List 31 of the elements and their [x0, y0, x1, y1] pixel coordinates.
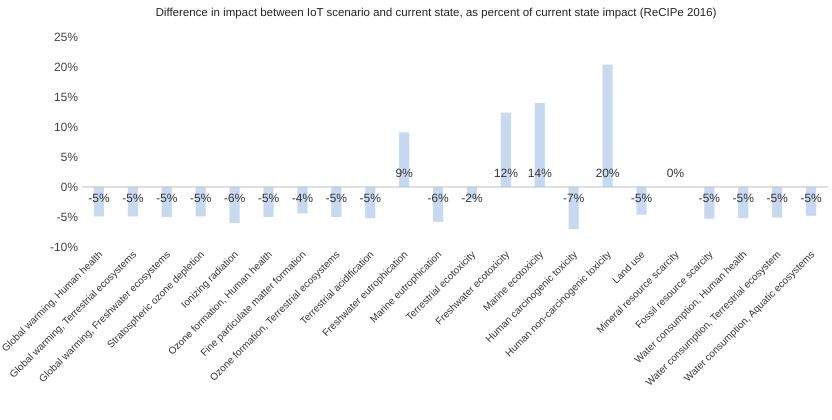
data-label: 14%: [528, 166, 552, 180]
data-label: -5%: [156, 191, 178, 205]
data-label: -5%: [732, 191, 754, 205]
data-label: 12%: [494, 166, 518, 180]
data-label: -6%: [224, 191, 246, 205]
data-label: -5%: [800, 191, 822, 205]
data-label: -4%: [292, 191, 314, 205]
y-tick-label: 0%: [60, 180, 78, 194]
data-label: -5%: [698, 191, 720, 205]
data-label: -5%: [88, 191, 110, 205]
y-tick-label: 10%: [54, 120, 78, 134]
data-label: 9%: [395, 166, 414, 180]
y-tick-label: 15%: [54, 90, 78, 104]
data-label: -6%: [427, 191, 450, 205]
chart-title: Difference in impact between IoT scenario and current state, as percent of current state impact (ReCIPe 2016): [156, 7, 717, 19]
data-label: 0%: [666, 166, 684, 180]
data-label: -5%: [630, 191, 652, 205]
y-tick-label: 20%: [54, 60, 78, 74]
data-label: -2%: [461, 191, 483, 205]
data-label: -5%: [360, 191, 382, 205]
data-label: -5%: [326, 191, 348, 205]
data-label: -5%: [258, 191, 280, 205]
data-label: -5%: [766, 191, 788, 205]
y-tick-label: -5%: [56, 210, 78, 224]
data-label: 20%: [596, 166, 620, 180]
y-tick-label: 5%: [60, 150, 78, 164]
y-tick-label: -10%: [50, 240, 78, 254]
data-label: -5%: [190, 191, 212, 205]
data-label: -7%: [563, 191, 585, 205]
data-label: -5%: [122, 191, 144, 205]
y-tick-label: 25%: [54, 30, 78, 44]
